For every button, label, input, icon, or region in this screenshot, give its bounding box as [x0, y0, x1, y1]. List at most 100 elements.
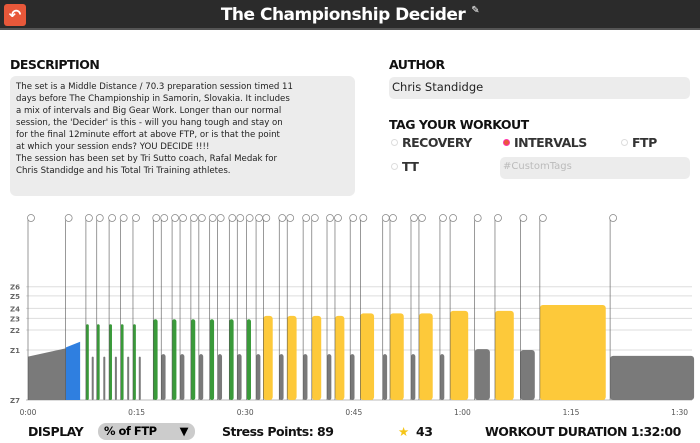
workout-block — [138, 356, 141, 400]
zone-label: Z6 — [10, 284, 20, 292]
author-field[interactable]: Chris Standidge — [389, 77, 690, 99]
block-marker-handle[interactable] — [286, 214, 295, 222]
zone-label: Z3 — [10, 315, 20, 323]
workout-block — [172, 319, 177, 400]
block-marker-handle[interactable] — [216, 214, 225, 222]
block-marker-handle[interactable] — [119, 214, 128, 222]
back-button[interactable]: ↶ — [4, 4, 26, 26]
x-tick-label: 0:15 — [128, 408, 145, 417]
stress-points: Stress Points: 89 — [222, 424, 334, 439]
tag-ftp-radio[interactable]: FTP — [621, 135, 657, 150]
zone-label: Z1 — [10, 347, 20, 355]
workout-block — [279, 354, 284, 400]
block-marker-handle[interactable] — [228, 214, 237, 222]
description-label: DESCRIPTION — [10, 57, 100, 72]
x-tick-label: 0:00 — [20, 408, 37, 417]
x-tick-label: 1:15 — [563, 408, 580, 417]
block-marker-handle[interactable] — [197, 214, 206, 222]
workout-block — [287, 315, 297, 400]
block-marker-handle[interactable] — [334, 214, 342, 222]
workout-block — [256, 354, 261, 400]
workout-duration: WORKOUT DURATION 1:32:00 — [485, 424, 681, 439]
block-marker-handle[interactable] — [64, 214, 73, 222]
tag-tt-radio[interactable]: TT — [391, 159, 419, 174]
block-marker-handle[interactable] — [538, 214, 547, 222]
workout-block — [209, 319, 215, 400]
block-marker-handle[interactable] — [171, 214, 179, 222]
workout-block — [114, 356, 117, 400]
radio-label: FTP — [632, 135, 657, 150]
block-marker-handle[interactable] — [179, 214, 187, 222]
block-marker-handle[interactable] — [449, 214, 457, 222]
workout-block — [120, 324, 124, 400]
block-marker-handle[interactable] — [609, 214, 617, 222]
workout-block — [229, 319, 234, 400]
block-marker-handle[interactable] — [473, 214, 482, 222]
zone-label: Z7 — [10, 397, 20, 405]
block-marker-handle[interactable] — [27, 214, 35, 222]
block-marker-handle[interactable] — [132, 214, 140, 222]
block-marker-handle[interactable] — [494, 214, 502, 222]
radio-label: INTERVALS — [514, 135, 587, 150]
display-label: DISPLAY — [28, 424, 84, 439]
block-marker-handle[interactable] — [208, 214, 217, 222]
workout-block — [350, 354, 355, 400]
block-marker-handle[interactable] — [302, 214, 311, 222]
workout-block — [153, 319, 158, 400]
block-marker-handle[interactable] — [189, 214, 198, 222]
workout-block — [418, 313, 433, 400]
tag-recovery-radio[interactable]: RECOVERY — [391, 135, 472, 150]
x-tick-label: 1:30 — [671, 408, 688, 417]
zone-label: Z2 — [10, 327, 20, 335]
block-marker-handle[interactable] — [245, 214, 254, 222]
workout-block — [217, 354, 223, 400]
x-tick-label: 0:30 — [237, 408, 254, 417]
block-marker-handle[interactable] — [439, 214, 447, 222]
block-marker-handle[interactable] — [381, 214, 390, 222]
block-marker-handle[interactable] — [95, 214, 104, 222]
block-marker-handle[interactable] — [85, 214, 93, 222]
block-marker-handle[interactable] — [236, 214, 245, 222]
workout-block — [303, 354, 308, 400]
workout-block — [85, 324, 89, 400]
workout-block — [28, 348, 66, 400]
block-marker-handle[interactable] — [160, 214, 169, 222]
tag-label: TAG YOUR WORKOUT — [389, 117, 529, 132]
block-marker-handle[interactable] — [310, 214, 319, 222]
block-marker-handle[interactable] — [389, 214, 397, 222]
description-textarea[interactable]: The set is a Middle Distance / 70.3 prep… — [10, 76, 355, 196]
display-dropdown[interactable]: % of FTP ▼ — [98, 423, 195, 440]
workout-block — [132, 324, 136, 400]
workout-block — [198, 354, 204, 400]
zone-label: Z5 — [10, 293, 20, 301]
block-marker-handle[interactable] — [255, 214, 263, 222]
block-marker-handle[interactable] — [359, 214, 368, 222]
block-marker-handle[interactable] — [519, 214, 528, 222]
block-marker-handle[interactable] — [108, 214, 116, 222]
block-marker-handle[interactable] — [278, 214, 287, 222]
block-marker-handle[interactable] — [262, 214, 271, 222]
workout-block — [161, 354, 166, 400]
tag-intervals-radio[interactable]: INTERVALS — [503, 135, 587, 150]
radio-label: RECOVERY — [402, 135, 472, 150]
radio-icon — [621, 139, 628, 146]
header-bar: ↶ The Championship Decider ✎ — [0, 0, 700, 30]
radio-selected-icon — [503, 139, 510, 146]
radio-icon — [391, 163, 398, 170]
workout-block — [450, 310, 469, 400]
block-marker-handle[interactable] — [410, 214, 418, 222]
workout-block — [263, 315, 273, 400]
block-marker-handle[interactable] — [326, 214, 334, 222]
block-marker-handle[interactable] — [349, 214, 358, 222]
block-marker-handle[interactable] — [418, 214, 426, 222]
workout-block — [439, 354, 445, 400]
edit-icon[interactable]: ✎ — [471, 5, 480, 16]
custom-tags-input[interactable]: #CustomTags — [500, 157, 690, 179]
block-marker-handle[interactable] — [152, 214, 161, 222]
zone-label: Z4 — [10, 305, 20, 313]
author-label: AUTHOR — [389, 57, 445, 72]
workout-block — [65, 341, 81, 400]
chevron-down-icon: ▼ — [179, 424, 189, 438]
workout-block — [246, 319, 251, 400]
